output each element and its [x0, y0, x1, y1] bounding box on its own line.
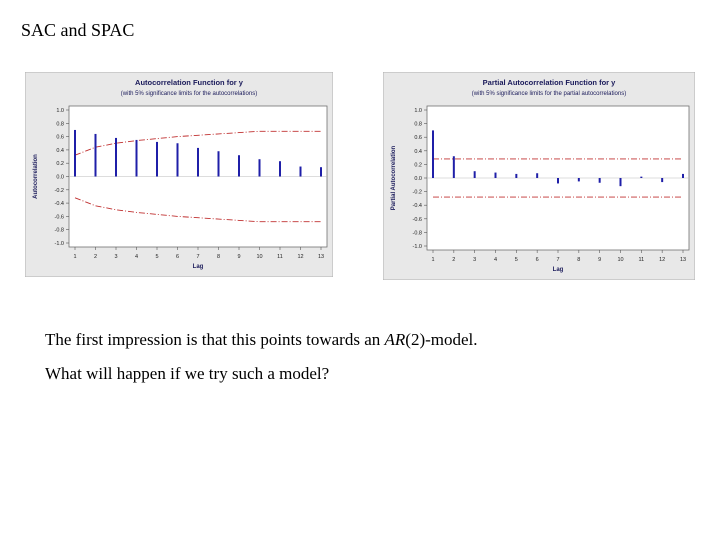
- pacf-bar-lag-13: [682, 173, 684, 178]
- pacf-ytick-label: 0.8: [414, 122, 422, 128]
- pacf-bar-lag-4: [494, 172, 497, 178]
- acf-ytick-label: 0.0: [56, 175, 64, 181]
- acf-ytick-label: -1.0: [55, 241, 64, 247]
- acf-xtick-label: 7: [196, 254, 199, 260]
- acf-ytick-label: 0.6: [56, 135, 64, 141]
- pacf-subtitle: (with 5% significance limits for the par…: [472, 91, 626, 97]
- pacf-bar-lag-10: [619, 178, 622, 187]
- acf-bar-lag-13: [320, 167, 322, 177]
- pacf-title: Partial Autocorrelation Function for y: [483, 78, 616, 87]
- pacf-xtick-label: 4: [494, 257, 497, 263]
- acf-ytick-label: 0.2: [56, 161, 64, 167]
- acf-xtick-label: 11: [277, 254, 283, 260]
- acf-bar-lag-7: [197, 147, 199, 177]
- pacf-chart: Partial Autocorrelation Function for y (w…: [383, 72, 695, 280]
- acf-xtick-label: 2: [94, 254, 97, 260]
- acf-bar-lag-4: [135, 139, 138, 177]
- pacf-ytick-label: 0.6: [414, 135, 422, 141]
- pacf-xtick-label: 8: [577, 257, 580, 263]
- pacf-xtick-label: 2: [452, 257, 455, 263]
- pacf-bar-lag-11: [640, 176, 643, 178]
- pacf-bar-lag-6: [536, 173, 539, 178]
- acf-xtick-label: 3: [114, 254, 117, 260]
- acf-bar-lag-2: [94, 133, 97, 177]
- acf-xtick-label: 10: [256, 254, 262, 260]
- acf-ylabel: Autocorrelation: [33, 154, 39, 199]
- acf-xtick-label: 6: [176, 254, 179, 260]
- acf-xtick-label: 1: [73, 254, 76, 260]
- pacf-xlabel: Lag: [553, 267, 564, 273]
- slide-title: SAC and SPAC: [21, 20, 135, 40]
- acf-xlabel: Lag: [193, 264, 204, 270]
- pacf-ytick-label: 0.2: [414, 162, 422, 168]
- pacf-xtick-label: 10: [617, 257, 623, 263]
- pacf-ytick-label: 0.0: [414, 176, 422, 182]
- pacf-xtick-label: 9: [598, 257, 601, 263]
- acf-bar-lag-3: [115, 137, 117, 177]
- acf-ytick-label: -0.8: [55, 228, 64, 234]
- acf-bar-lag-5: [156, 141, 158, 177]
- pacf-bar-lag-9: [598, 178, 601, 183]
- pacf-bar-lag-7: [557, 178, 559, 184]
- pacf-ytick-label: -0.6: [413, 217, 422, 223]
- pacf-ylabel: Partial Autocorrelation: [391, 145, 397, 210]
- pacf-bar-lag-3: [473, 171, 476, 178]
- pacf-xtick-label: 12: [659, 257, 665, 263]
- pacf-bar-lag-5: [515, 173, 518, 178]
- acf-xtick-label: 9: [237, 254, 240, 260]
- pacf-bar-lag-2: [452, 156, 455, 178]
- pacf-svg: Partial Autocorrelation Function for y (w…: [383, 72, 695, 280]
- acf-bar-lag-11: [279, 161, 281, 177]
- body-line-1: The first impression is that this points…: [45, 330, 478, 350]
- pacf-xtick-label: 3: [473, 257, 476, 263]
- acf-bar-lag-8: [217, 151, 220, 177]
- acf-chart: Autocorrelation Function for y (with 5% s…: [25, 72, 333, 277]
- pacf-ytick-label: -0.2: [413, 190, 422, 196]
- acf-bar-lag-12: [299, 166, 302, 177]
- acf-title: Autocorrelation Function for y: [135, 78, 244, 87]
- pacf-xtick-label: 5: [515, 257, 518, 263]
- pacf-xtick-label: 1: [431, 257, 434, 263]
- pacf-ytick-label: -0.4: [413, 203, 422, 209]
- acf-bar-lag-9: [238, 155, 240, 177]
- pacf-ytick-label: 0.4: [414, 149, 422, 155]
- pacf-xtick-label: 13: [680, 257, 686, 263]
- body-line-1-post: (2)-model.: [405, 330, 478, 349]
- body-line-2: What will happen if we try such a model?: [45, 364, 330, 383]
- acf-ytick-label: -0.6: [55, 214, 64, 220]
- pacf-ytick-label: -0.8: [413, 230, 422, 236]
- acf-svg: Autocorrelation Function for y (with 5% s…: [25, 72, 333, 277]
- acf-ytick-label: -0.4: [55, 201, 64, 207]
- acf-lower-limit: [74, 197, 321, 223]
- pacf-xtick-label: 6: [536, 257, 539, 263]
- acf-ytick-label: 1.0: [56, 108, 64, 114]
- pacf-xtick-label: 11: [638, 257, 644, 263]
- pacf-ytick-label: -1.0: [413, 244, 422, 250]
- acf-ytick-label: 0.8: [56, 121, 64, 127]
- pacf-ytick-label: 1.0: [414, 108, 422, 114]
- acf-ytick-label: -0.2: [55, 188, 64, 194]
- acf-xtick-label: 4: [135, 254, 138, 260]
- pacf-bar-lag-1: [432, 130, 434, 178]
- acf-upper-limit: [74, 130, 321, 156]
- acf-bar-lag-1: [74, 129, 76, 177]
- body-line-1-pre: The first impression is that this points…: [45, 330, 385, 349]
- pacf-bar-lag-8: [577, 178, 580, 182]
- acf-xtick-label: 5: [155, 254, 158, 260]
- acf-xtick-label: 12: [297, 254, 303, 260]
- acf-xtick-label: 13: [318, 254, 324, 260]
- acf-bar-lag-6: [176, 143, 179, 177]
- acf-xtick-label: 8: [217, 254, 220, 260]
- pacf-xtick-label: 7: [556, 257, 559, 263]
- acf-bar-lag-10: [258, 159, 261, 177]
- acf-subtitle: (with 5% significance limits for the aut…: [121, 91, 257, 97]
- pacf-bar-lag-12: [661, 178, 664, 183]
- model-name: AR: [384, 330, 406, 349]
- acf-ytick-label: 0.4: [56, 148, 64, 154]
